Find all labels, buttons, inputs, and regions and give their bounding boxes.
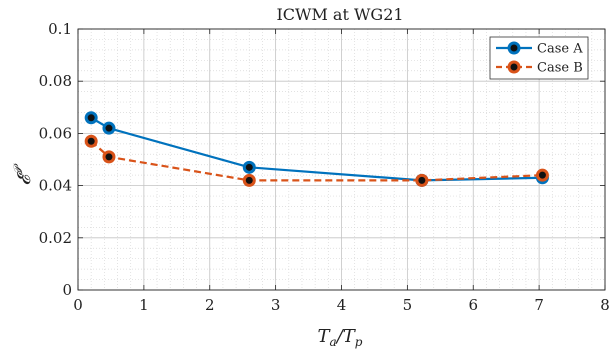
y-tick-label: 0.1 bbox=[48, 20, 72, 38]
chart-title: ICWM at WG21 bbox=[276, 5, 403, 24]
x-tick-label: 8 bbox=[600, 296, 610, 314]
legend-label-case-b: Case B bbox=[537, 61, 583, 76]
data-point-case-b bbox=[242, 173, 256, 187]
x-tick-labels: 0 1 2 3 4 5 6 7 8 bbox=[73, 296, 610, 314]
data-point-case-a bbox=[84, 111, 98, 125]
x-tick-label: 2 bbox=[205, 296, 215, 314]
x-tick-label: 6 bbox=[468, 296, 478, 314]
data-point-case-a bbox=[102, 121, 116, 135]
tick-marks bbox=[77, 28, 606, 291]
data-point-case-a bbox=[242, 160, 256, 174]
y-tick-labels: 0 0.02 0.04 0.06 0.08 0.1 bbox=[39, 20, 72, 299]
y-tick-label: 0.04 bbox=[39, 177, 72, 195]
x-tick-label: 5 bbox=[403, 296, 413, 314]
x-tick-label: 4 bbox=[337, 296, 347, 314]
legend-label-case-a: Case A bbox=[537, 42, 583, 57]
x-tick-label: 0 bbox=[73, 296, 83, 314]
data-point-case-b bbox=[102, 150, 116, 164]
minor-grid bbox=[78, 29, 605, 290]
x-tick-label: 1 bbox=[139, 296, 149, 314]
y-tick-label: 0.02 bbox=[39, 229, 72, 247]
series-layer bbox=[84, 111, 549, 187]
legend-box bbox=[489, 36, 589, 80]
x-tick-label: 3 bbox=[271, 296, 281, 314]
legend-marker-case-b bbox=[507, 60, 521, 74]
y-tick-label: 0 bbox=[62, 281, 72, 299]
x-axis-label: Ta/Tp bbox=[318, 326, 363, 349]
x-tick-label: 7 bbox=[534, 296, 544, 314]
data-point-case-b bbox=[84, 134, 98, 148]
y-axis-label: 𝓔𝒫 bbox=[11, 163, 35, 185]
legend: Case A Case B bbox=[489, 36, 589, 80]
y-tick-label: 0.06 bbox=[39, 124, 72, 142]
data-point-case-b bbox=[535, 168, 549, 182]
legend-marker-case-a bbox=[507, 41, 521, 55]
y-tick-label: 0.08 bbox=[39, 72, 72, 90]
data-point-case-b bbox=[415, 173, 429, 187]
